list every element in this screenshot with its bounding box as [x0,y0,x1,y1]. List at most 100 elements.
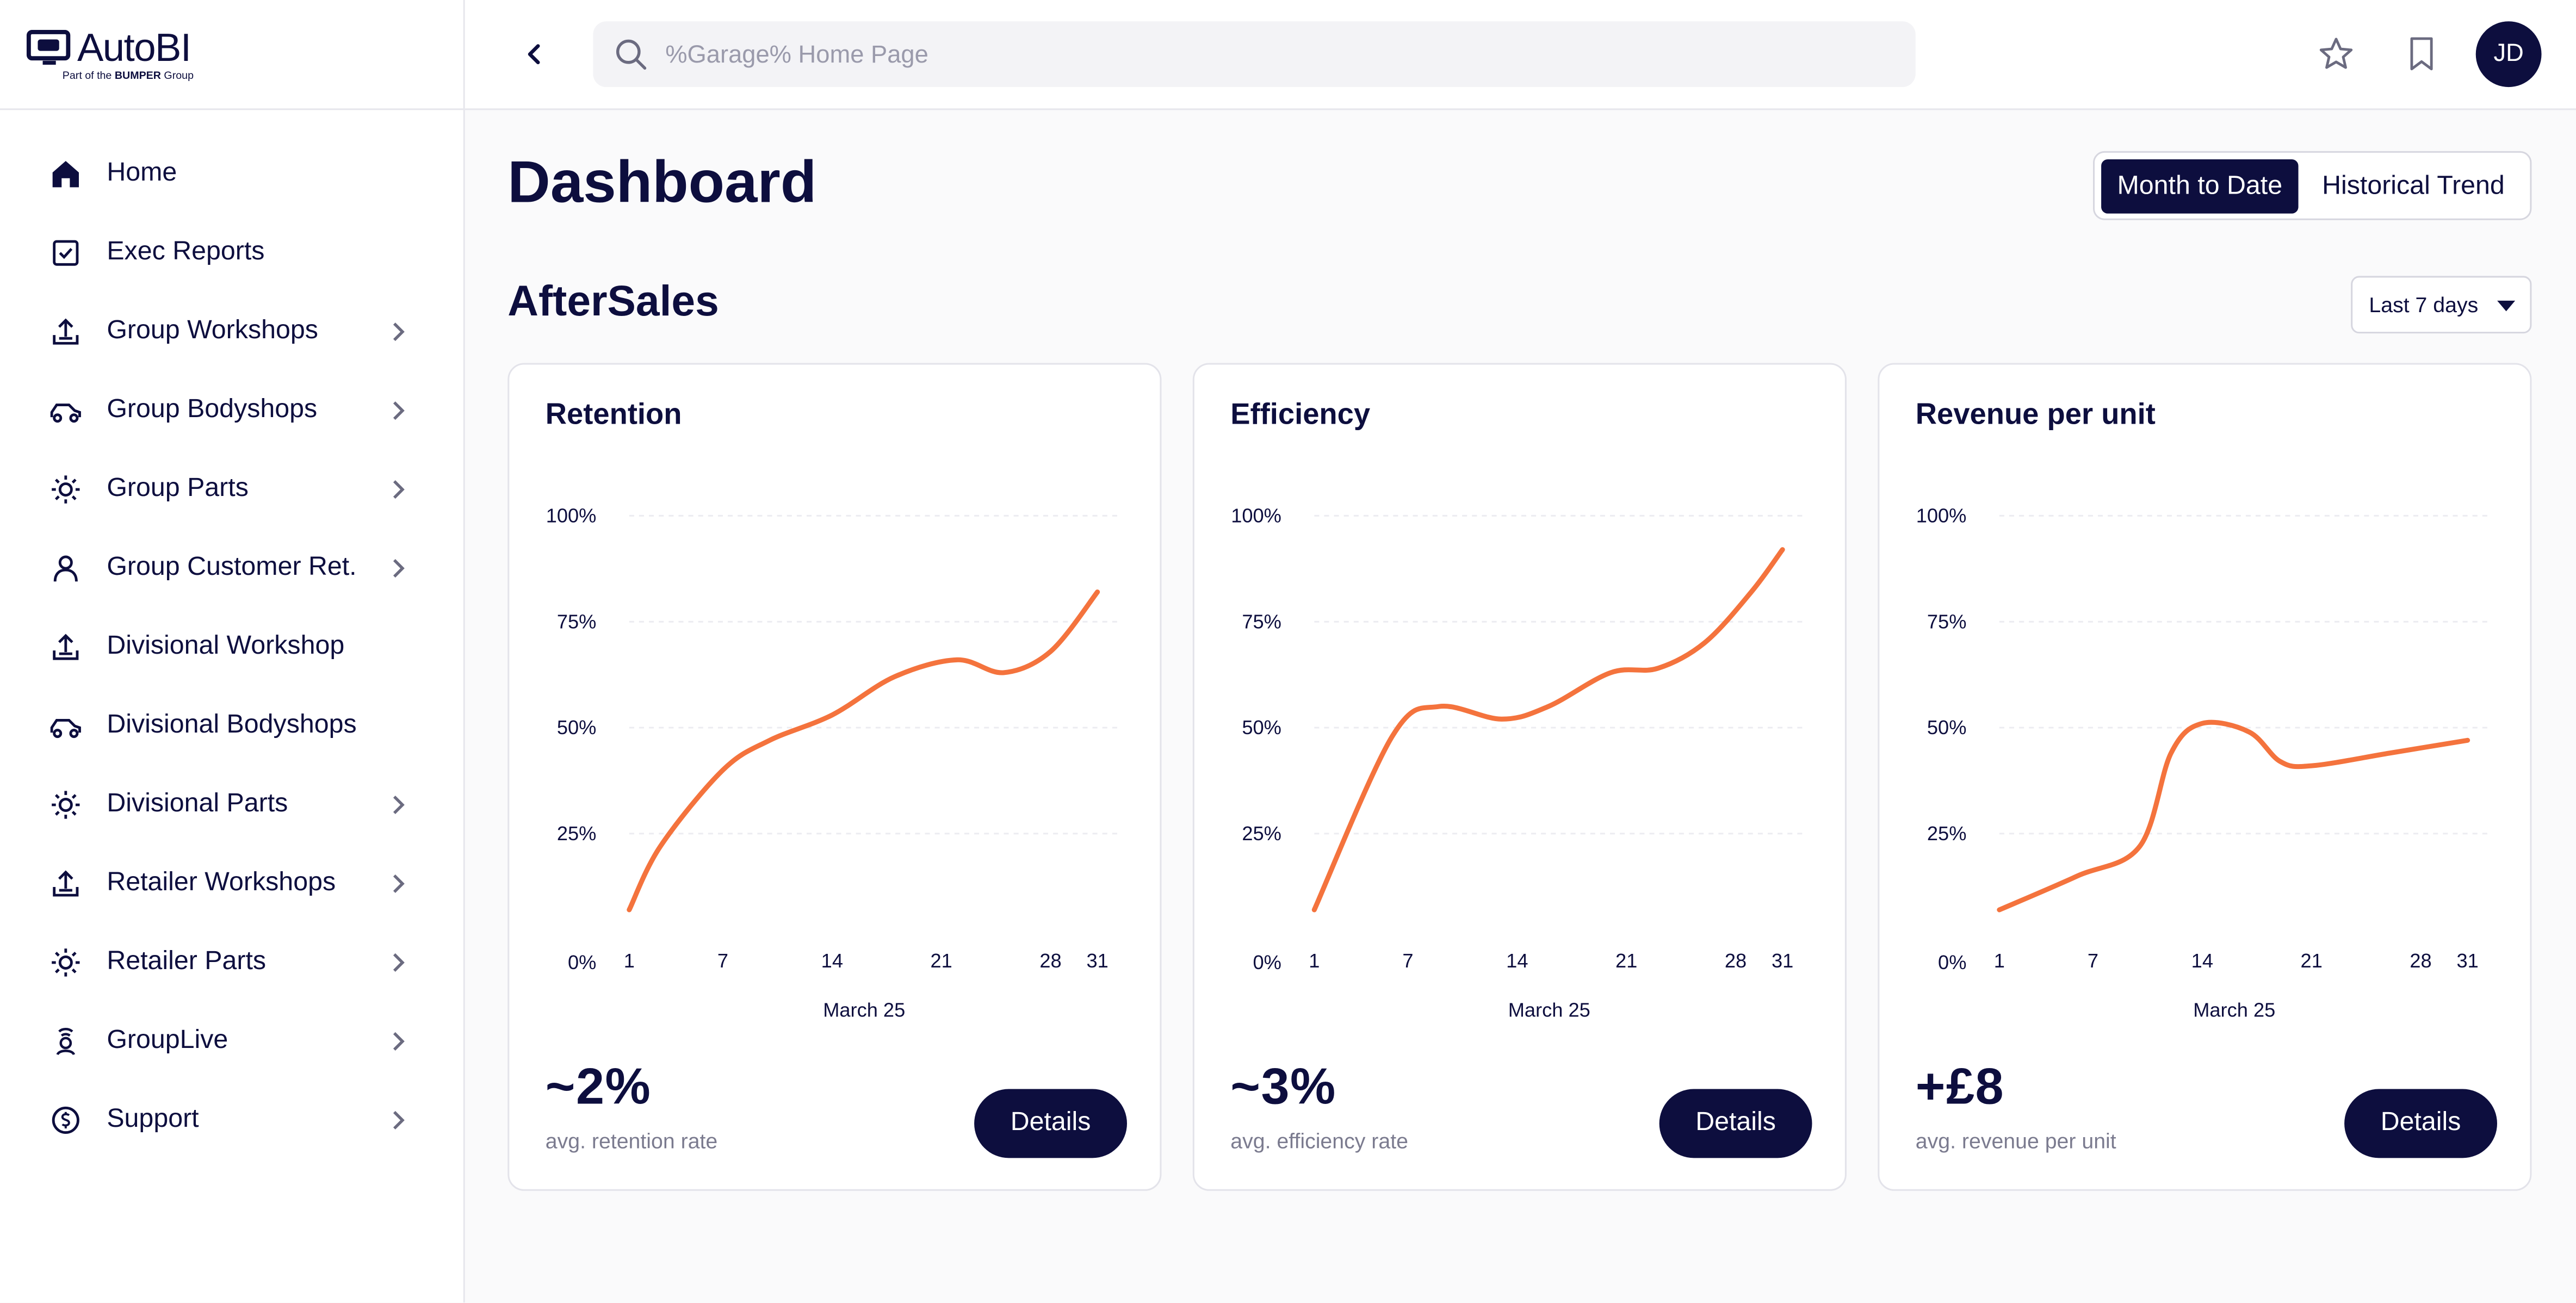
series-line [1997,719,2470,913]
x-tick-label: 28 [2410,950,2431,972]
car-icon [50,719,81,739]
y-tick-label: 0% [568,951,596,973]
y-tick-label: 0% [1938,951,1966,973]
x-tick-label: 14 [821,950,843,972]
sidebar-item-label: Group Workshops [107,317,318,345]
metric-label: avg. efficiency rate [1230,1128,1408,1153]
y-tick-label: 50% [557,716,597,739]
car-icon [50,404,81,423]
search-bar[interactable] [593,21,1916,88]
y-tick-label: 25% [557,822,597,845]
monitor-car-icon [26,29,71,65]
caret-down-icon [2497,300,2516,312]
x-tick-label: 21 [2301,950,2323,972]
sidebar-item-group-customer-ret[interactable]: Group Customer Ret. [20,532,443,605]
details-button[interactable]: Details [2344,1089,2498,1158]
x-tick-label: 14 [2191,950,2213,972]
metric-value: ~2% [545,1058,652,1115]
y-tick-label: 50% [1927,716,1967,739]
sidebar-item-label: Group Bodyshops [107,395,318,424]
revenue-per-unit-chart: 0% 25% 50% 75% 100% 1 7 14 21 28 31 March 25 [1916,504,2489,1021]
card-title: Efficiency [1230,397,1371,431]
upload-tray-icon [53,634,79,660]
x-tick-label: 31 [2456,950,2478,972]
metric-label: avg. revenue per unit [1915,1128,2116,1153]
logo-subtitle: Part of the BUMPER Group [63,71,194,82]
search-icon [616,39,647,70]
sidebar-item-retailer-parts[interactable]: Retailer Parts [20,927,443,999]
sidebar-item-label: Group Parts [107,474,249,503]
details-button[interactable]: Details [1659,1089,1812,1158]
checkbox-icon [53,240,79,266]
toggle-historical-trend[interactable]: Historical Trend [2322,172,2505,201]
x-tick-label: 1 [1309,950,1320,972]
sidebar-item-label: GroupLive [107,1026,228,1055]
sidebar-item-label: Support [107,1105,199,1134]
upload-tray-icon [53,318,79,345]
revenue-per-unit-card: Revenue per unit 0% 25% 50% 75% 100% 1 7 14 21 28… [1878,363,2532,1191]
sidebar-divider [0,108,463,110]
y-tick-label: 75% [557,610,597,632]
logo-sub-suffix: Group [164,70,194,83]
x-axis-label: March 25 [1508,999,1590,1021]
date-range-dropdown[interactable]: Last 7 days [2351,276,2532,334]
x-axis-label: March 25 [823,999,905,1021]
y-tick-label: 50% [1242,716,1281,739]
x-tick-label: 7 [1402,950,1413,972]
y-tick-label: 25% [1927,822,1967,845]
sidebar-item-group-parts[interactable]: Group Parts [20,454,443,526]
x-tick-label: 28 [1725,950,1747,972]
chevron-right-icon [393,480,405,499]
efficiency-chart: 0% 25% 50% 75% 100% 1 7 14 21 28 31 March 25 [1231,504,1804,1021]
sun-gear-icon [52,791,80,819]
metric-value: ~3% [1230,1058,1336,1115]
y-tick-label: 25% [1242,822,1281,845]
sidebar-item-label: Divisional Bodyshops [107,711,357,740]
x-tick-label: 1 [624,950,635,972]
sidebar-item-home[interactable]: Home [20,138,443,210]
sidebar-nav: Home Exec Reports Group Workshops Group … [20,138,443,1163]
upload-tray-icon [53,870,79,897]
x-tick-label: 14 [1506,950,1528,972]
sidebar-item-group-workshops[interactable]: Group Workshops [20,296,443,368]
chevron-right-icon [393,559,405,578]
sidebar-item-label: Retailer Workshops [107,868,336,897]
efficiency-card: Efficiency 0% 25% 50% 75% 100% 1 7 14 21 28 31 Marc… [1192,363,1847,1191]
retention-card: Retention 0% 25% 50% 75% 100% 1 7 14 21 28 31 March… [507,363,1162,1191]
chevron-right-icon [393,1032,405,1051]
y-tick-label: 75% [1927,610,1967,632]
sidebar-item-divisional-workshop[interactable]: Divisional Workshop [20,611,443,684]
y-tick-label: 100% [546,504,597,526]
avatar[interactable]: JD [2475,21,2542,88]
details-button[interactable]: Details [974,1089,1127,1158]
x-tick-label: 21 [931,950,952,972]
sidebar-item-label: Retailer Parts [107,947,267,976]
metric-value: +£8 [1915,1058,2005,1115]
star-icon[interactable] [2317,34,2356,73]
bookmark-icon[interactable] [2405,34,2438,73]
y-tick-label: 0% [1253,951,1281,973]
section-title: AfterSales [507,276,719,326]
sidebar-item-group-bodyshops[interactable]: Group Bodyshops [20,375,443,447]
back-chevron-icon[interactable] [517,38,550,70]
sidebar-item-divisional-parts[interactable]: Divisional Parts [20,769,443,841]
sidebar-item-retailer-workshops[interactable]: Retailer Workshops [20,848,443,920]
chevron-right-icon [393,1110,405,1130]
sidebar-item-grouplive[interactable]: GroupLive [20,1005,443,1077]
sidebar-item-label: Group Customer Ret. [107,553,357,582]
chevron-right-icon [393,322,405,342]
sidebar-item-label: Divisional Parts [107,790,288,818]
person-icon [53,555,78,582]
sidebar-item-divisional-bodyshops[interactable]: Divisional Bodyshops [20,690,443,762]
x-tick-label: 21 [1615,950,1637,972]
logo-text: AutoBI [77,26,191,71]
toggle-month-to-date[interactable]: Month to Date [2101,159,2299,214]
retention-chart: 0% 25% 50% 75% 100% 1 7 14 21 28 31 March 25 [546,504,1119,1021]
card-title: Revenue per unit [1915,397,2156,431]
sidebar-item-support[interactable]: Support [20,1084,443,1156]
x-tick-label: 7 [2088,950,2098,972]
sidebar-item-exec-reports[interactable]: Exec Reports [20,217,443,289]
page-title: Dashboard [507,147,817,215]
search-input[interactable] [665,21,1881,88]
chevron-right-icon [393,874,405,893]
